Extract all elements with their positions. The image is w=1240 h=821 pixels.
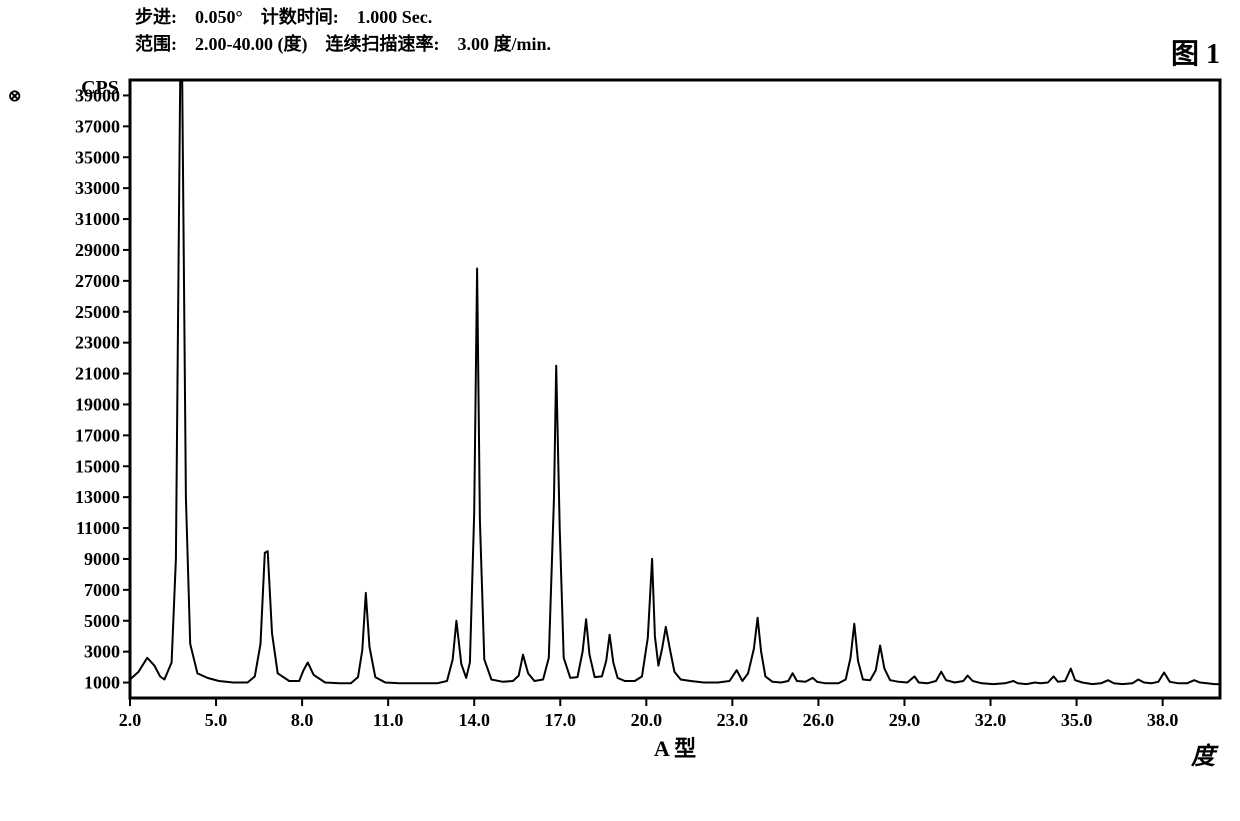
scan-parameters-header: 步进: 0.050° 计数时间: 1.000 Sec. 范围: 2.00-40.… — [135, 4, 551, 58]
scan-rate-label: 连续扫描速率: — [325, 34, 439, 54]
svg-text:35.0: 35.0 — [1061, 710, 1093, 730]
svg-text:29.0: 29.0 — [889, 710, 921, 730]
svg-text:38.0: 38.0 — [1147, 710, 1179, 730]
step-value-text: 0.050° — [195, 7, 243, 27]
count-time-label: 计数时间: — [261, 7, 339, 27]
svg-text:25000: 25000 — [75, 302, 120, 322]
svg-text:8.0: 8.0 — [291, 710, 314, 730]
svg-text:32.0: 32.0 — [975, 710, 1007, 730]
svg-text:19000: 19000 — [75, 394, 120, 414]
svg-text:37000: 37000 — [75, 116, 120, 136]
svg-text:13000: 13000 — [75, 487, 120, 507]
svg-text:CPS: CPS — [81, 77, 119, 99]
step-value — [182, 7, 191, 27]
svg-text:23000: 23000 — [75, 333, 120, 353]
svg-text:14.0: 14.0 — [458, 710, 490, 730]
svg-text:5000: 5000 — [84, 611, 120, 631]
svg-text:33000: 33000 — [75, 178, 120, 198]
svg-text:7000: 7000 — [84, 580, 120, 600]
svg-text:5.0: 5.0 — [205, 710, 228, 730]
svg-text:度: 度 — [1190, 743, 1219, 770]
range-value: 2.00-40.00 (度) — [195, 34, 307, 54]
side-glyph: ⊗ — [8, 86, 21, 106]
header-row-2: 范围: 2.00-40.00 (度) 连续扫描速率: 3.00 度/min. — [135, 31, 551, 58]
svg-text:35000: 35000 — [75, 147, 120, 167]
step-label: 步进: — [135, 7, 177, 27]
count-time-value: 1.000 Sec. — [357, 7, 433, 27]
svg-text:21000: 21000 — [75, 364, 120, 384]
header-row-1: 步进: 0.050° 计数时间: 1.000 Sec. — [135, 4, 551, 31]
range-label: 范围: — [135, 34, 177, 54]
svg-text:11.0: 11.0 — [373, 710, 404, 730]
svg-text:A 型: A 型 — [654, 736, 696, 761]
svg-text:27000: 27000 — [75, 271, 120, 291]
chart-svg: 1000 3000 5000 7000 9000 11000 13000 15000 17000… — [50, 68, 1230, 788]
xrd-chart: 1000 3000 5000 7000 9000 11000 13000 15000 17000… — [50, 68, 1230, 788]
svg-text:23.0: 23.0 — [717, 710, 749, 730]
scan-rate-value: 3.00 度/min. — [457, 34, 551, 54]
svg-text:20.0: 20.0 — [631, 710, 663, 730]
svg-text:2.0: 2.0 — [119, 710, 142, 730]
svg-text:1000: 1000 — [84, 673, 120, 693]
svg-text:15000: 15000 — [75, 456, 120, 476]
svg-text:3000: 3000 — [84, 642, 120, 662]
svg-text:17000: 17000 — [75, 425, 120, 445]
figure-label: 图 1 — [1171, 32, 1220, 72]
svg-text:31000: 31000 — [75, 209, 120, 229]
svg-text:29000: 29000 — [75, 240, 120, 260]
svg-text:17.0: 17.0 — [545, 710, 577, 730]
svg-text:11000: 11000 — [76, 518, 120, 538]
page-root: 步进: 0.050° 计数时间: 1.000 Sec. 范围: 2.00-40.… — [0, 0, 1240, 821]
svg-text:26.0: 26.0 — [803, 710, 835, 730]
svg-text:9000: 9000 — [84, 549, 120, 569]
